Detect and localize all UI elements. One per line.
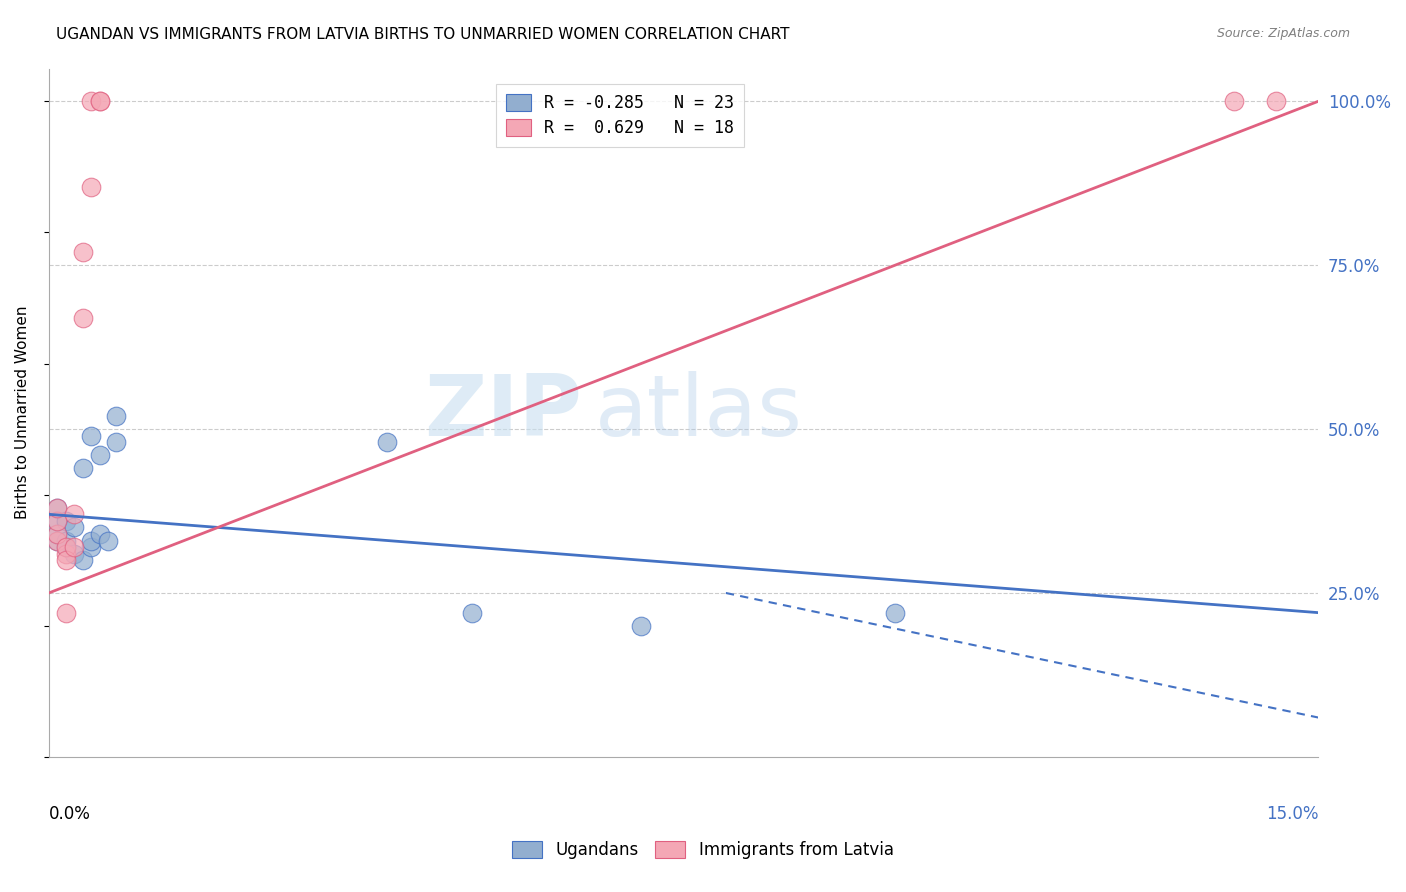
Point (80, 540, 103, 554)
Point (89, 448, 111, 462)
Point (89, 95, 111, 109)
Point (72, 553, 94, 567)
Point (884, 606, 907, 620)
Point (1222, 95, 1244, 109)
Text: Source: ZipAtlas.com: Source: ZipAtlas.com (1216, 27, 1350, 40)
Point (55, 540, 77, 554)
Point (72, 461, 94, 475)
Point (63, 547, 86, 561)
Point (55, 606, 77, 620)
Point (46, 533, 69, 548)
Text: atlas: atlas (595, 371, 803, 454)
Point (105, 435, 128, 450)
Point (55, 547, 77, 561)
Point (63, 520, 86, 534)
Point (630, 619, 652, 633)
Point (72, 245, 94, 260)
Point (72, 310, 94, 325)
Y-axis label: Births to Unmarried Women: Births to Unmarried Women (15, 306, 30, 519)
Point (80, 179, 103, 194)
Point (105, 409, 128, 423)
Text: 15.0%: 15.0% (1265, 805, 1319, 823)
Point (89, 527, 111, 541)
Point (46, 514, 69, 528)
Point (375, 435, 398, 450)
Point (46, 500, 69, 515)
Point (46, 527, 69, 541)
Point (63, 508, 86, 522)
Point (55, 514, 77, 528)
Point (46, 527, 69, 541)
Legend: Ugandans, Immigrants from Latvia: Ugandans, Immigrants from Latvia (506, 834, 900, 866)
Point (46, 533, 69, 548)
Point (80, 95, 103, 109)
Point (80, 533, 103, 548)
Point (55, 553, 77, 567)
Point (89, 95, 111, 109)
Point (80, 428, 103, 442)
Point (63, 540, 86, 554)
Text: ZIP: ZIP (425, 371, 582, 454)
Point (461, 606, 484, 620)
Legend: R = -0.285   N = 23, R =  0.629   N = 18: R = -0.285 N = 23, R = 0.629 N = 18 (496, 84, 744, 147)
Text: 0.0%: 0.0% (49, 805, 90, 823)
Point (46, 514, 69, 528)
Point (55, 533, 77, 548)
Point (97, 533, 120, 548)
Text: UGANDAN VS IMMIGRANTS FROM LATVIA BIRTHS TO UNMARRIED WOMEN CORRELATION CHART: UGANDAN VS IMMIGRANTS FROM LATVIA BIRTHS… (56, 27, 790, 42)
Point (55, 540, 77, 554)
Point (46, 500, 69, 515)
Point (1265, 95, 1288, 109)
